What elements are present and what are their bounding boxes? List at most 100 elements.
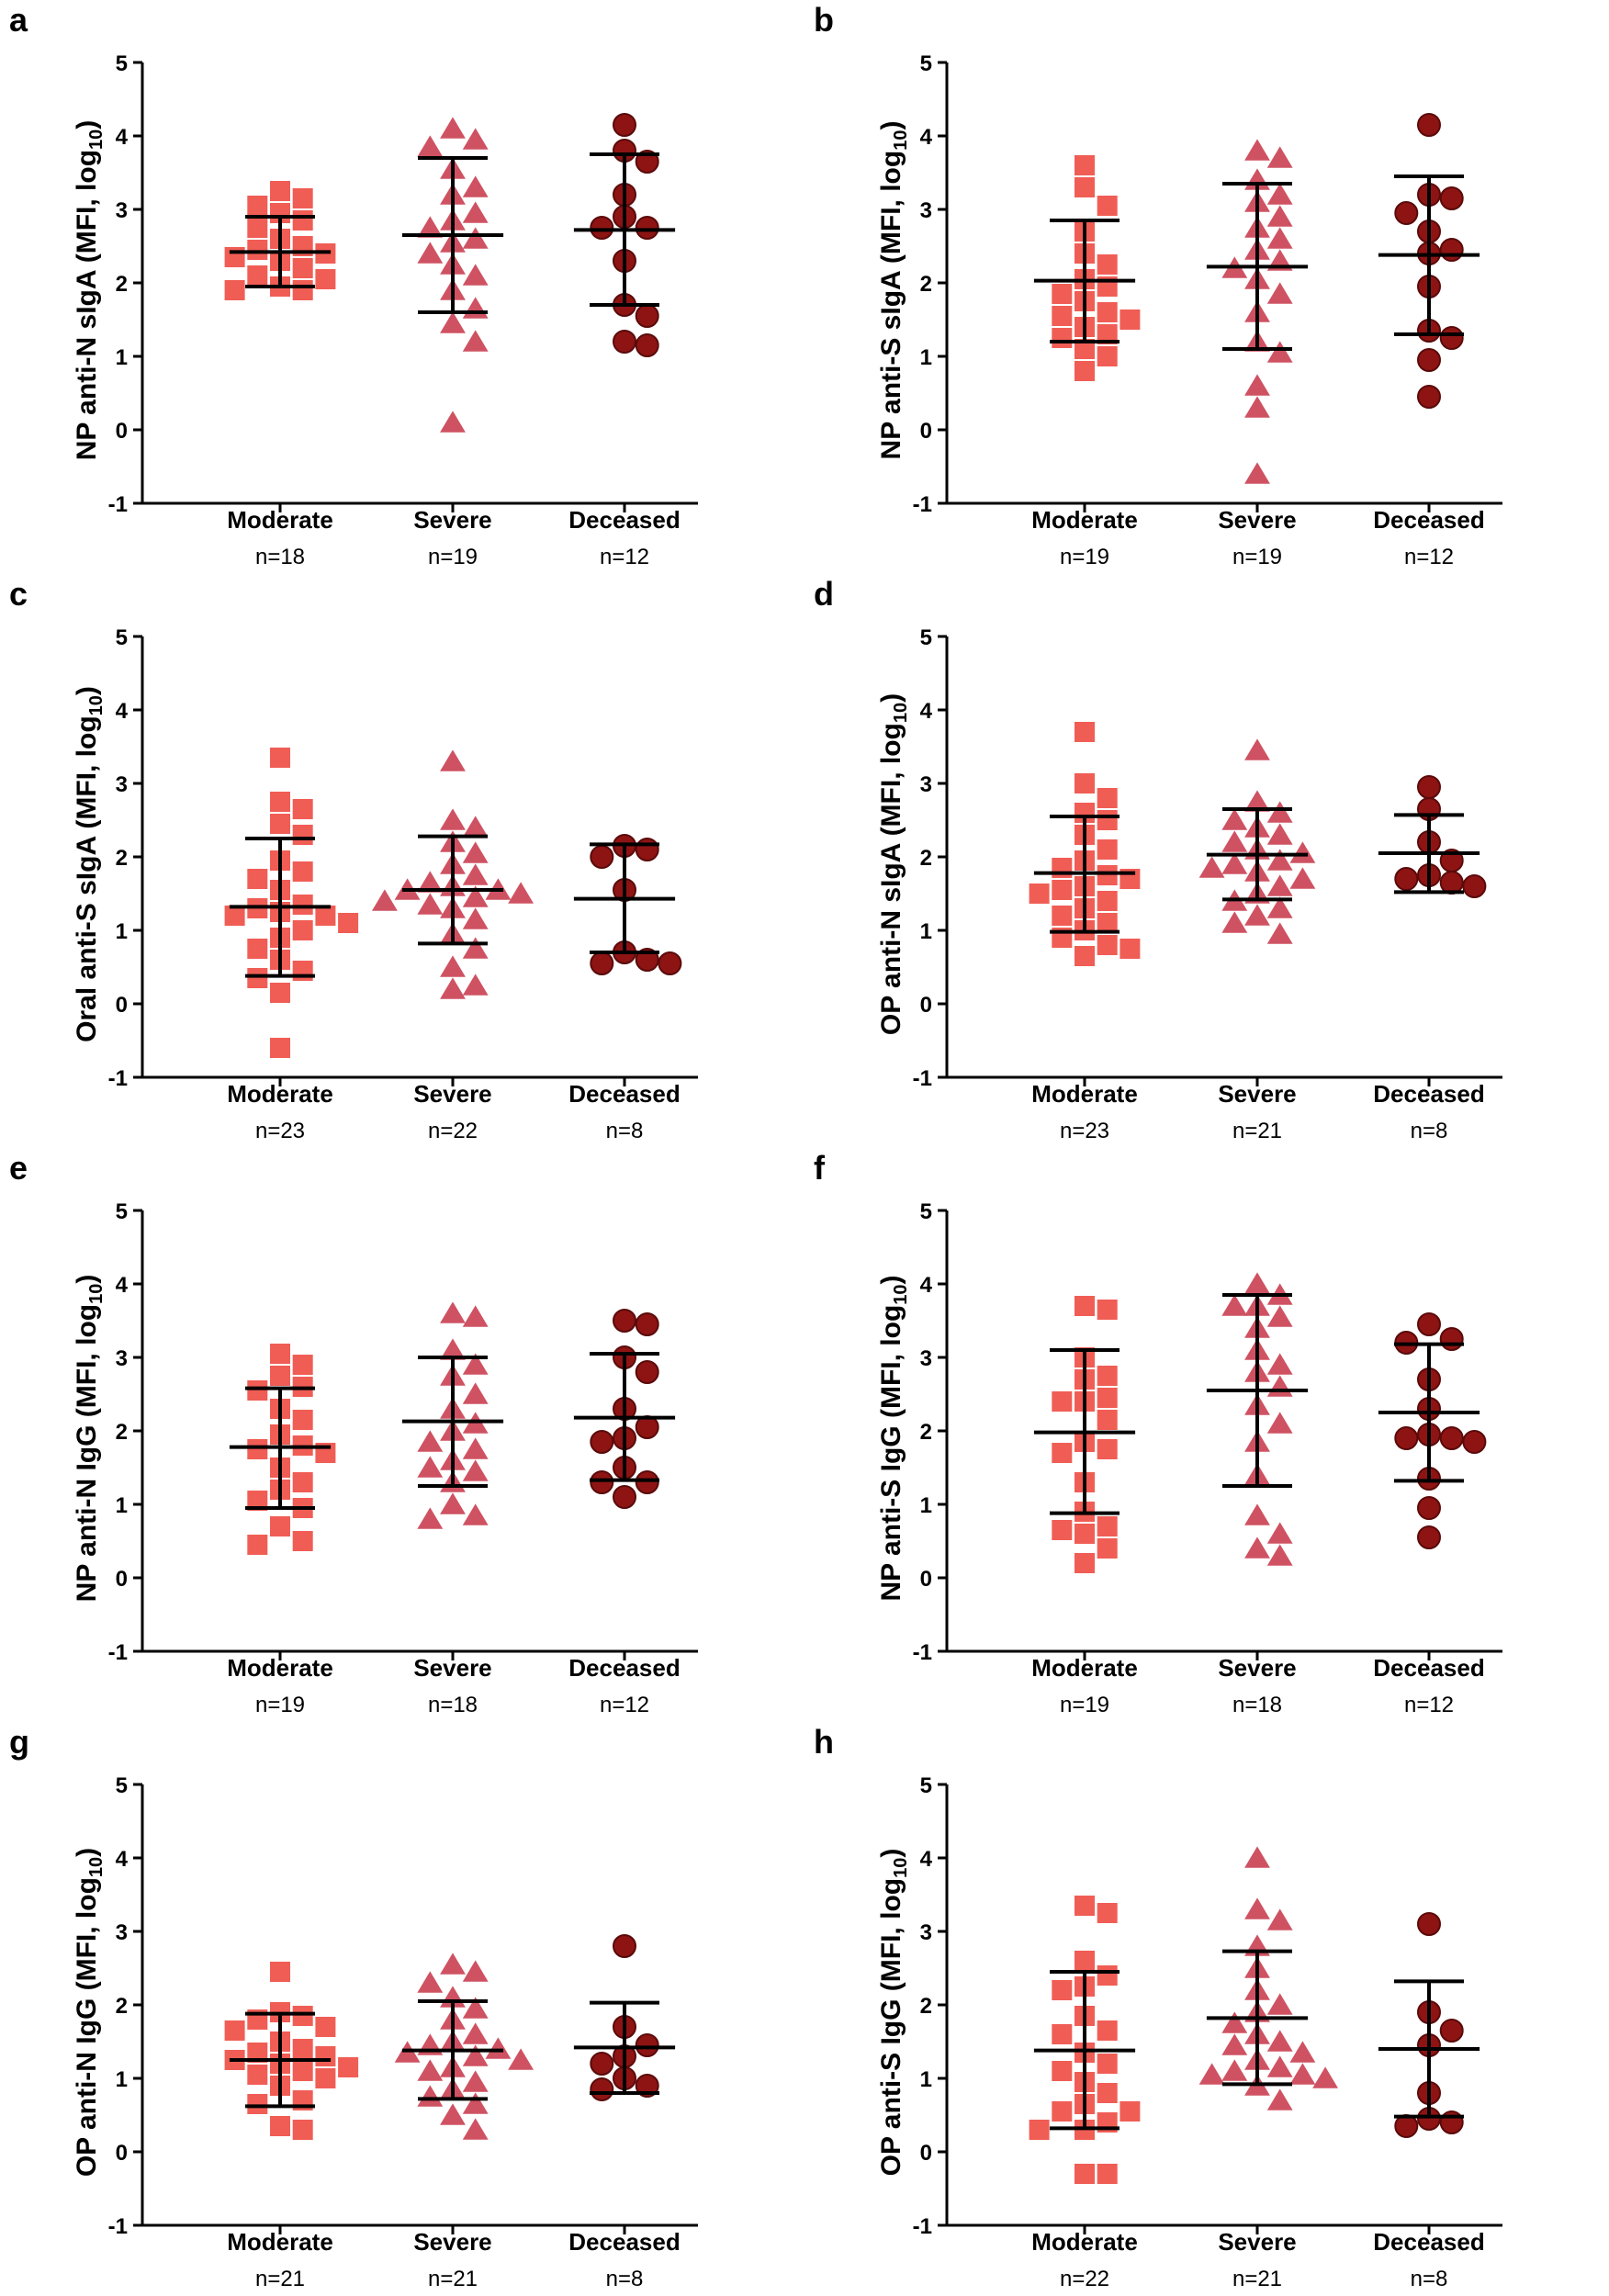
n-label: n=19 xyxy=(1060,545,1109,569)
y-tick-label: 4 xyxy=(116,125,129,150)
moderate-data-point xyxy=(247,2065,268,2085)
moderate-data-point xyxy=(1052,858,1073,878)
severe-data-point xyxy=(462,974,489,996)
y-tick-label: 2 xyxy=(920,1420,932,1445)
moderate-data-point xyxy=(1097,865,1118,885)
severe-data-point xyxy=(440,2103,466,2125)
y-tick-label: 3 xyxy=(116,772,128,797)
moderate-data-point xyxy=(292,961,313,981)
moderate-data-point xyxy=(247,218,268,238)
y-tick-label: 1 xyxy=(116,919,128,944)
category-label: Severe xyxy=(1218,506,1296,534)
severe-data-point xyxy=(1244,396,1270,418)
severe-data-point xyxy=(1266,2030,1293,2052)
severe-data-point xyxy=(462,841,489,863)
moderate-data-point xyxy=(1097,2054,1118,2074)
moderate-data-point xyxy=(1052,306,1073,326)
severe-data-point xyxy=(1221,830,1248,852)
y-axis-label-end: ) xyxy=(72,1275,102,1284)
panel-c: c Oral anti-S sIgA (MFI, log10) -1 0 1 2 3 4 5 Mo… xyxy=(0,574,804,1148)
panel-letter: c xyxy=(9,575,28,613)
moderate-data-point xyxy=(1097,913,1118,933)
severe-data-point xyxy=(462,1437,489,1459)
deceased-data-point xyxy=(635,1360,659,1384)
y-tick-label: 2 xyxy=(920,846,932,871)
severe-data-point xyxy=(1244,139,1270,161)
deceased-data-point xyxy=(1417,1496,1441,1520)
moderate-data-point xyxy=(224,906,245,926)
deceased-data-point xyxy=(1417,385,1441,409)
category-label: Severe xyxy=(1218,1080,1296,1108)
y-tick-label: 2 xyxy=(116,1994,128,2019)
severe-data-point xyxy=(417,1430,444,1452)
moderate-data-point xyxy=(1052,1443,1073,1463)
category-label: Severe xyxy=(413,2228,491,2256)
moderate-data-point xyxy=(1097,1300,1118,1320)
panel-a: a NP anti-N sIgA (MFI, log10) -1 0 1 2 3 4 5 Mode… xyxy=(0,0,804,574)
panel-letter: g xyxy=(9,1723,29,1761)
category-label: Deceased xyxy=(568,2228,680,2256)
moderate-data-point xyxy=(224,247,245,267)
moderate-data-point xyxy=(1097,1388,1118,1408)
severe-data-point xyxy=(485,2037,512,2059)
moderate-data-point xyxy=(1097,810,1118,830)
severe-data-point xyxy=(1244,1503,1270,1525)
severe-data-point xyxy=(440,977,466,999)
chart-svg: g OP anti-N IgG (MFI, log10) -1 0 1 2 3 4 5 Moder… xyxy=(9,1723,698,2291)
category-label: Deceased xyxy=(568,1654,680,1682)
n-label: n=8 xyxy=(1411,1119,1448,1143)
severe-data-point xyxy=(508,2048,534,2070)
panel-b: b NP anti-S sIgA (MFI, log10) -1 0 1 2 3 4 5 Mode… xyxy=(804,0,1609,574)
y-tick-label: 3 xyxy=(116,198,128,223)
y-tick-label: 0 xyxy=(116,1567,128,1592)
moderate-data-point xyxy=(1097,1903,1118,1923)
severe-data-point xyxy=(462,863,489,885)
severe-data-point xyxy=(1266,801,1293,823)
severe-data-point xyxy=(1266,1353,1293,1375)
moderate-data-point xyxy=(1052,328,1073,348)
moderate-data-point xyxy=(270,983,290,1003)
panel-g: g OP anti-N IgG (MFI, log10) -1 0 1 2 3 4 5 Moder… xyxy=(0,1722,804,2296)
deceased-data-point xyxy=(1394,2114,1419,2138)
severe-data-point xyxy=(1266,183,1293,205)
severe-data-point xyxy=(462,297,489,319)
moderate-data-point xyxy=(315,906,336,926)
moderate-data-point xyxy=(1075,1553,1095,1573)
moderate-data-point xyxy=(292,920,313,940)
n-label: n=19 xyxy=(255,1693,305,1717)
deceased-data-point xyxy=(590,1470,614,1494)
category-label: Severe xyxy=(413,1080,491,1108)
severe-data-point xyxy=(1266,896,1293,918)
moderate-data-point xyxy=(1097,1439,1118,1459)
n-label: n=22 xyxy=(428,1119,478,1143)
y-tick-label: 1 xyxy=(116,345,128,370)
y-axis-label-end: ) xyxy=(72,1848,102,1857)
moderate-data-point xyxy=(1075,339,1095,359)
moderate-data-point xyxy=(292,1531,313,1551)
severe-data-point xyxy=(1266,227,1293,249)
severe-data-point xyxy=(440,808,466,830)
severe-data-point xyxy=(462,1503,489,1525)
severe-data-point xyxy=(440,955,466,977)
category-label: Moderate xyxy=(1031,2228,1138,2256)
severe-data-point xyxy=(1244,1846,1270,1868)
moderate-data-point xyxy=(338,2057,359,2077)
severe-data-point xyxy=(462,1960,489,1982)
moderate-data-point xyxy=(315,2046,336,2066)
deceased-data-point xyxy=(635,304,659,328)
y-axis-label-subscript: 10 xyxy=(86,129,107,150)
severe-data-point xyxy=(1244,1536,1270,1559)
moderate-data-point xyxy=(1052,2024,1073,2044)
moderate-data-point xyxy=(1052,1391,1073,1412)
severe-data-point xyxy=(1266,823,1293,845)
deceased-data-point xyxy=(1462,1430,1487,1454)
severe-data-point xyxy=(1289,841,1316,863)
moderate-data-point xyxy=(315,269,336,289)
severe-data-point xyxy=(1266,1908,1293,1930)
y-axis-label-main: OP anti-N IgG (MFI, log xyxy=(72,1877,102,2177)
severe-data-point xyxy=(462,128,489,150)
severe-data-point xyxy=(417,135,444,157)
category-label: Moderate xyxy=(227,506,333,534)
severe-data-point xyxy=(1221,2059,1248,2081)
severe-data-point xyxy=(417,1456,444,1478)
